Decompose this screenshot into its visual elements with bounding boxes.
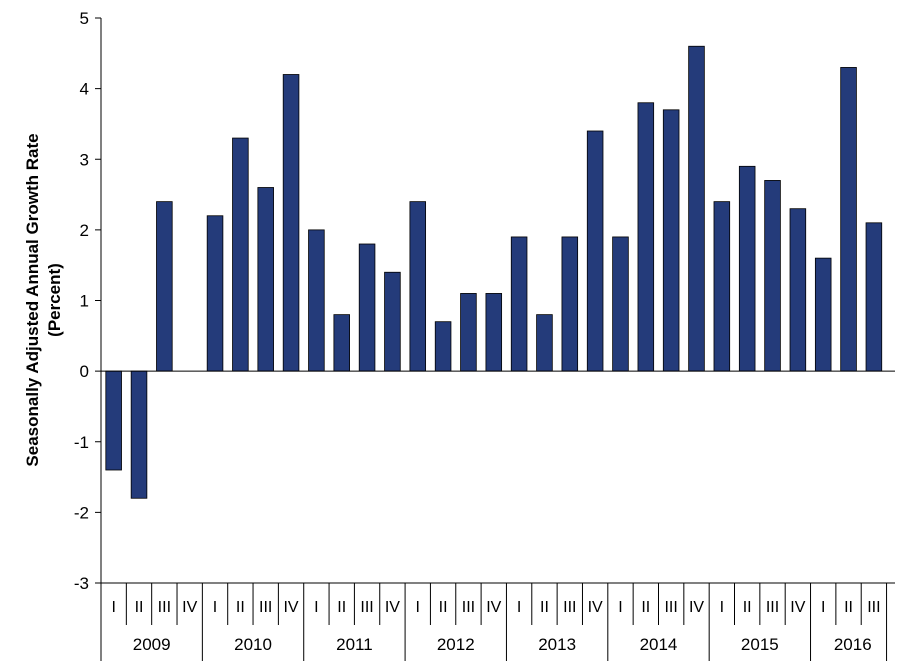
y-tick-label: 5 [80,9,89,28]
bar [688,45,705,372]
quarter-label: IV [790,599,805,616]
quarter-label: II [540,599,549,616]
year-label: 2011 [336,635,373,654]
quarter-label: I [314,599,318,616]
quarter-label: IV [689,599,704,616]
quarter-label: III [867,599,880,616]
y-tick-label: -3 [74,574,89,593]
quarter-label: III [563,599,576,616]
year-label: 2010 [234,635,272,654]
y-tick-label: 2 [80,221,89,240]
bar [130,370,148,499]
quarter-label: II [641,599,650,616]
quarter-label: IV [385,599,400,616]
bar [612,236,629,372]
bar [434,321,452,372]
bar [814,257,832,372]
bar [713,201,731,372]
y-tick-label: -2 [74,503,89,522]
quarter-label: I [720,599,724,616]
bar [536,314,553,372]
year-label: 2012 [437,635,475,654]
year-label: 2014 [640,635,678,654]
quarter-label: I [517,599,521,616]
axes [100,18,895,584]
quarter-label: I [213,599,217,616]
y-axis-title-line1: Seasonally Adjusted Annual Growth Rate [23,133,42,466]
quarter-label: IV [588,599,603,616]
y-axis-ticks: -3 -2 -1 0 1 2 3 4 5 [74,9,101,593]
bar [561,236,579,372]
quarter-label: I [821,599,825,616]
year-label: 2015 [741,635,779,654]
year-label: 2013 [538,635,576,654]
quarter-label: I [618,599,622,616]
x-axis-categories: I II III IV I II III IV I II III IV I II III IV I II III IV… [100,583,888,661]
bar [485,293,503,372]
quarter-label: II [743,599,752,616]
bar [764,180,781,372]
bar [358,243,376,372]
quarter-label: IV [283,599,298,616]
y-tick-label: 0 [80,362,89,381]
quarter-label: I [111,599,115,616]
bar [333,314,350,372]
quarter-label: III [462,599,475,616]
quarter-label: I [416,599,420,616]
y-tick-label: 1 [80,292,89,311]
bar [865,222,883,372]
quarter-label: IV [182,599,197,616]
bar [840,67,857,372]
bar [257,187,274,372]
bar [282,74,300,372]
y-axis-title-line2: (Percent) [45,263,64,337]
year-label: 2016 [834,635,872,654]
bar [510,236,528,372]
quarter-label: III [664,599,677,616]
y-tick-label: 4 [80,80,89,99]
bar [460,293,477,372]
bar [409,201,427,372]
quarter-label: IV [486,599,501,616]
bar [206,215,224,372]
quarter-label: II [439,599,448,616]
bar [105,370,122,471]
bar [232,137,249,372]
quarter-label: III [360,599,373,616]
bar [789,208,807,372]
y-tick-label: 3 [80,150,89,169]
bar [384,271,401,372]
y-tick-label: -1 [74,433,89,452]
quarter-label: II [337,599,346,616]
quarter-label: II [236,599,245,616]
quarter-label: III [158,599,171,616]
bar [156,201,173,372]
bar [308,229,325,372]
quarter-label: II [135,599,144,616]
bar [662,109,680,372]
bar [637,102,655,372]
quarter-label: II [844,599,853,616]
quarter-label: III [259,599,272,616]
bar [586,130,604,372]
y-axis-title: Seasonally Adjusted Annual Growth Rate (… [23,133,64,466]
bar [738,165,756,372]
year-label: 2009 [133,635,171,654]
bars [105,45,883,499]
quarter-label: III [766,599,779,616]
